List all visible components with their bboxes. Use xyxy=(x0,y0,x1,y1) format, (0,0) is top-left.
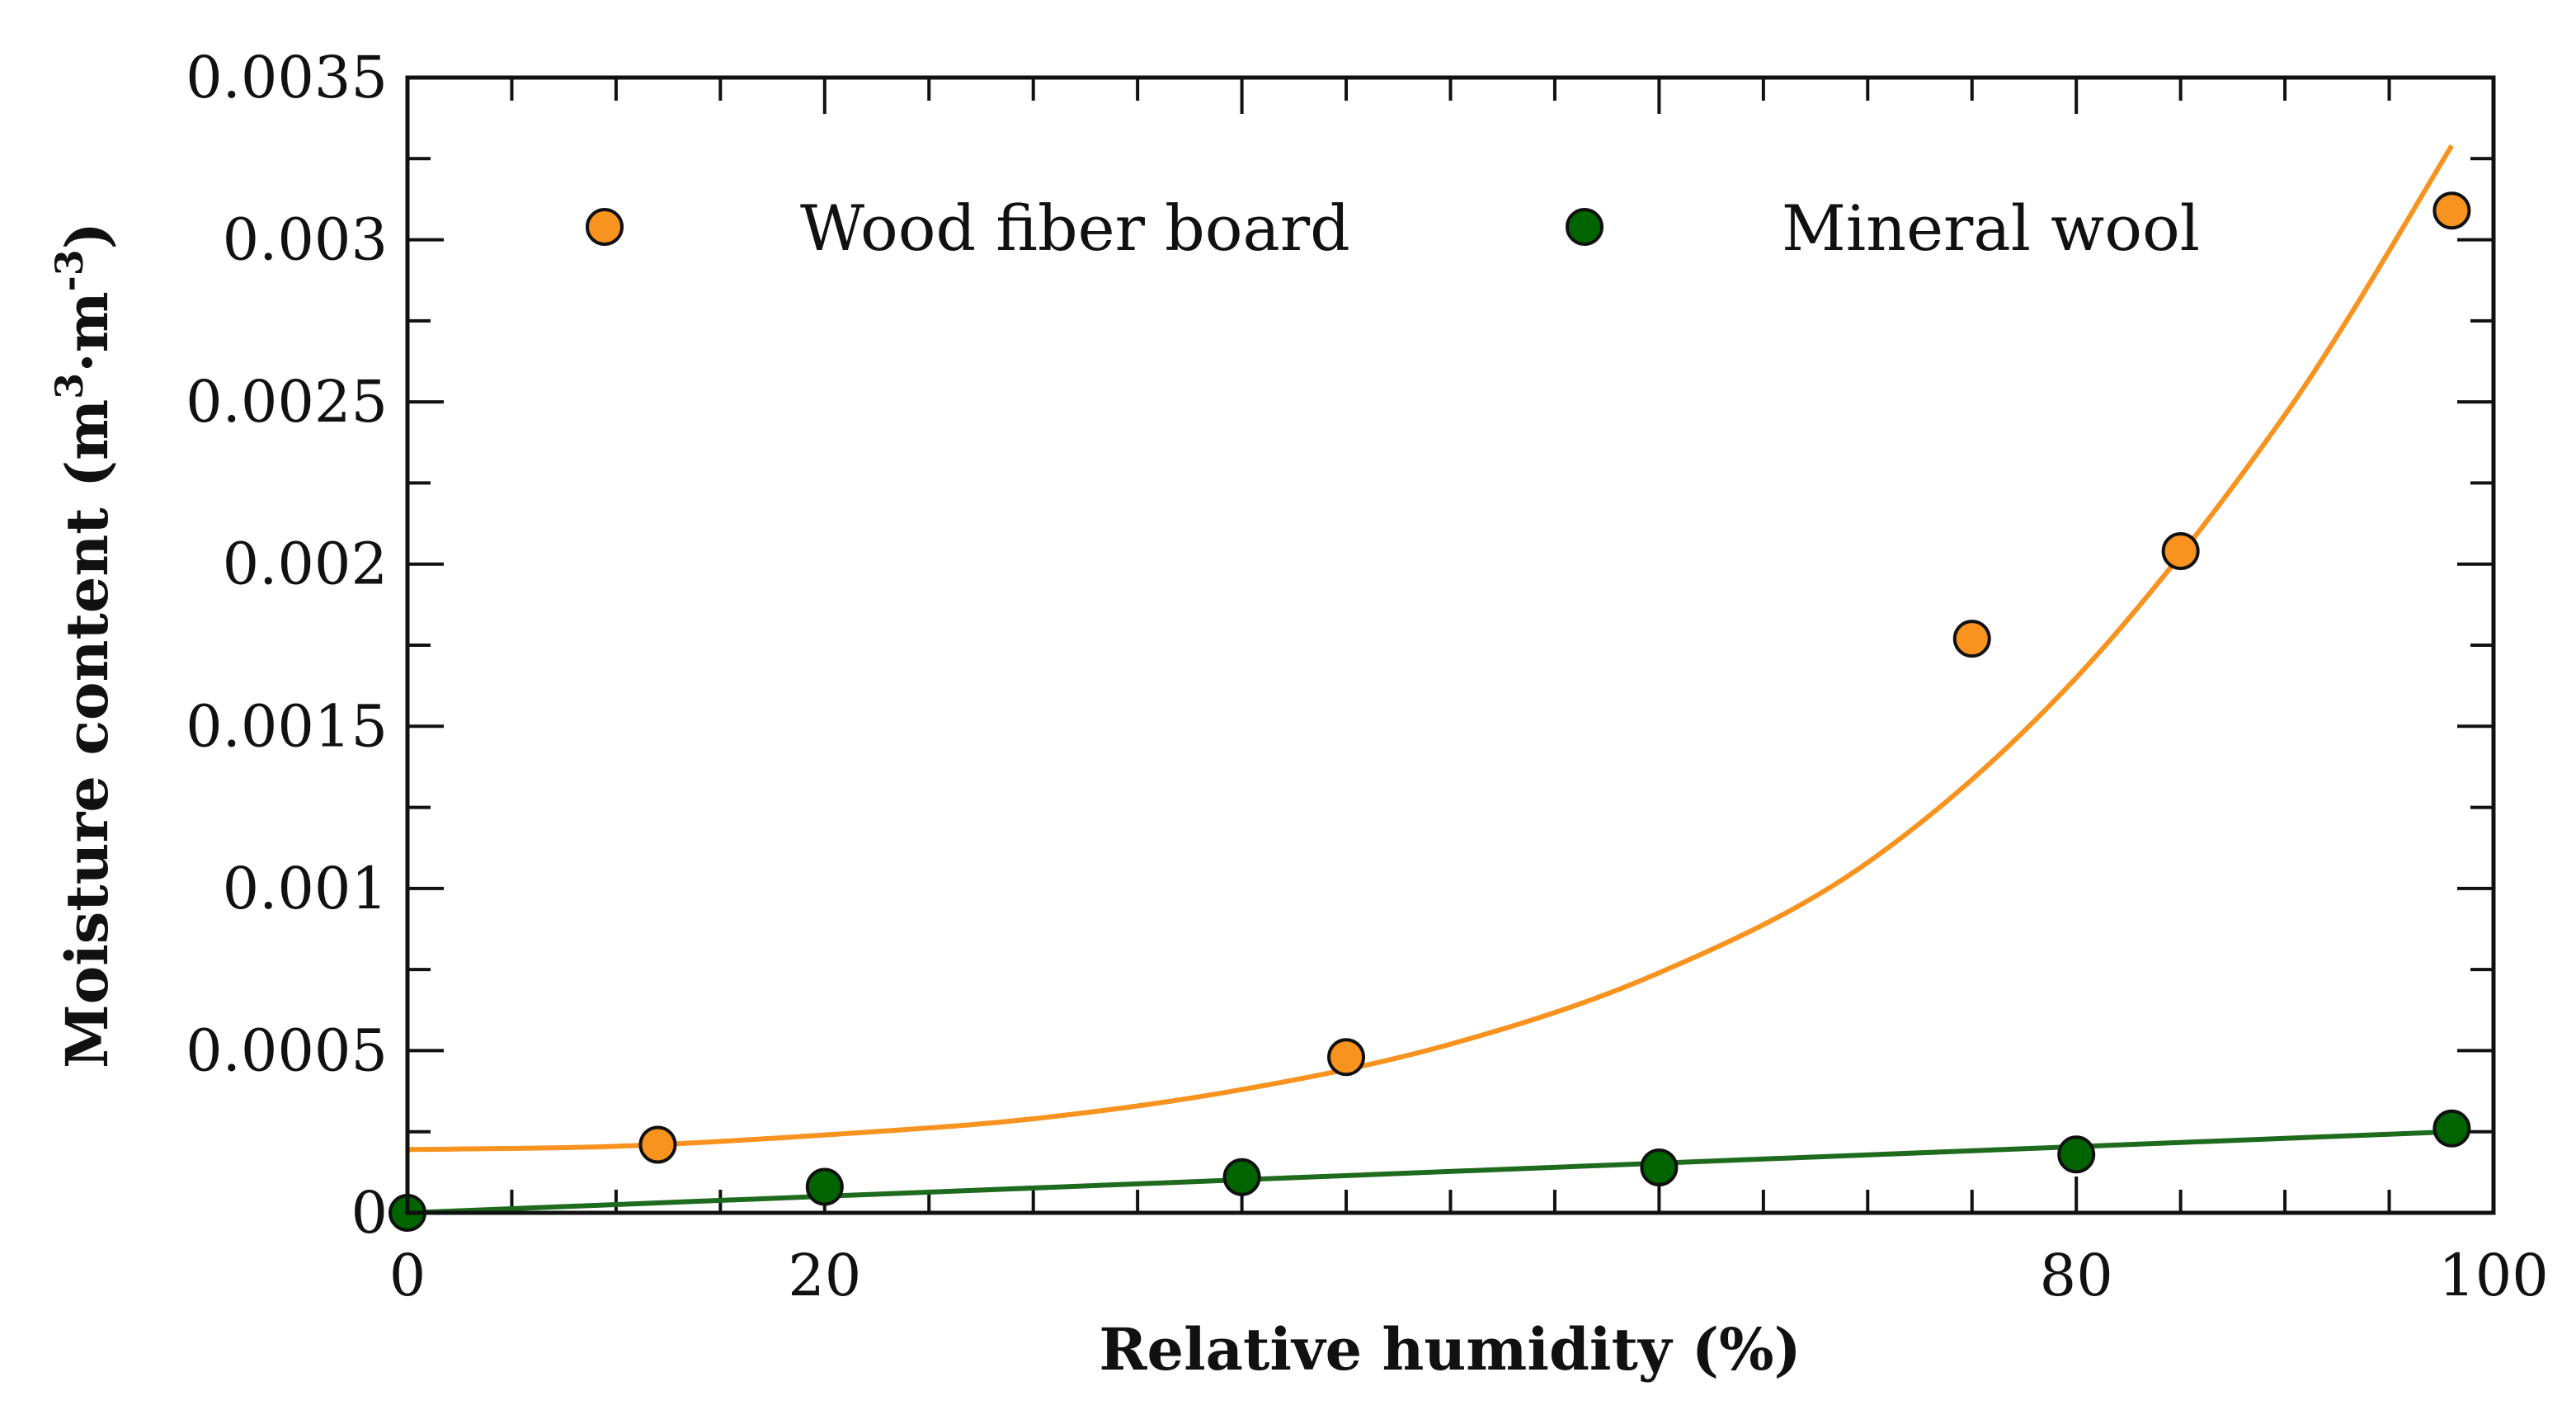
data-point-series-1 xyxy=(805,1167,844,1206)
y-axis-title: Moisture content (m3·m-3) xyxy=(47,222,121,1068)
legend-label-mineral-wool: Mineral wool xyxy=(1782,191,2200,265)
legend-label-wood-fiber-board: Wood fiber board xyxy=(800,191,1350,265)
y-axis-title-sup1: 3 xyxy=(47,373,92,399)
data-point-series-1 xyxy=(1222,1158,1261,1196)
y-tick-label: 0.0035 xyxy=(186,44,388,111)
plot-frame xyxy=(405,75,2496,1215)
x-tick-label: 0 xyxy=(389,1242,426,1309)
data-point-series-1 xyxy=(2432,1109,2471,1148)
tick-labels: 0 20 80 100 0 0.0005 0.001 0.0015 0.002 0.0025 0.0… xyxy=(186,44,2549,1309)
data-point-series-0 xyxy=(2432,191,2471,230)
y-tick-label: 0.003 xyxy=(223,206,388,274)
y-axis-title-mid: ·m xyxy=(53,291,121,372)
x-tick-label: 80 xyxy=(2040,1242,2113,1309)
y-axis-title-main: Moisture content (m xyxy=(53,399,121,1068)
series-points xyxy=(389,191,2471,1232)
data-point-series-0 xyxy=(2161,531,2200,570)
x-tick-label: 100 xyxy=(2438,1242,2549,1309)
fit-line-series-1 xyxy=(407,1129,2452,1215)
x-tick-label: 20 xyxy=(788,1242,861,1309)
axis-ticks xyxy=(407,78,2494,1213)
legend: Wood fiber board Mineral wool xyxy=(586,191,2200,265)
y-tick-label: 0.002 xyxy=(223,531,388,598)
y-axis-title-end: ) xyxy=(53,222,121,249)
y-tick-label: 0 xyxy=(351,1179,388,1247)
y-tick-label: 0.0005 xyxy=(186,1016,388,1084)
y-tick-label: 0.0025 xyxy=(186,368,388,436)
data-point-series-0 xyxy=(1327,1038,1366,1077)
x-axis-title: Relative humidity (%) xyxy=(1099,1315,1801,1384)
legend-marker-wood-fiber-board xyxy=(586,208,624,246)
data-point-series-0 xyxy=(638,1125,677,1164)
data-point-series-0 xyxy=(1952,620,1991,658)
y-tick-label: 0.001 xyxy=(223,855,388,922)
y-tick-label: 0.0015 xyxy=(186,692,388,760)
data-point-series-1 xyxy=(1640,1148,1679,1186)
data-point-series-1 xyxy=(2057,1135,2096,1174)
y-axis-title-sup2: -3 xyxy=(47,249,92,291)
legend-marker-mineral-wool xyxy=(1566,208,1604,246)
